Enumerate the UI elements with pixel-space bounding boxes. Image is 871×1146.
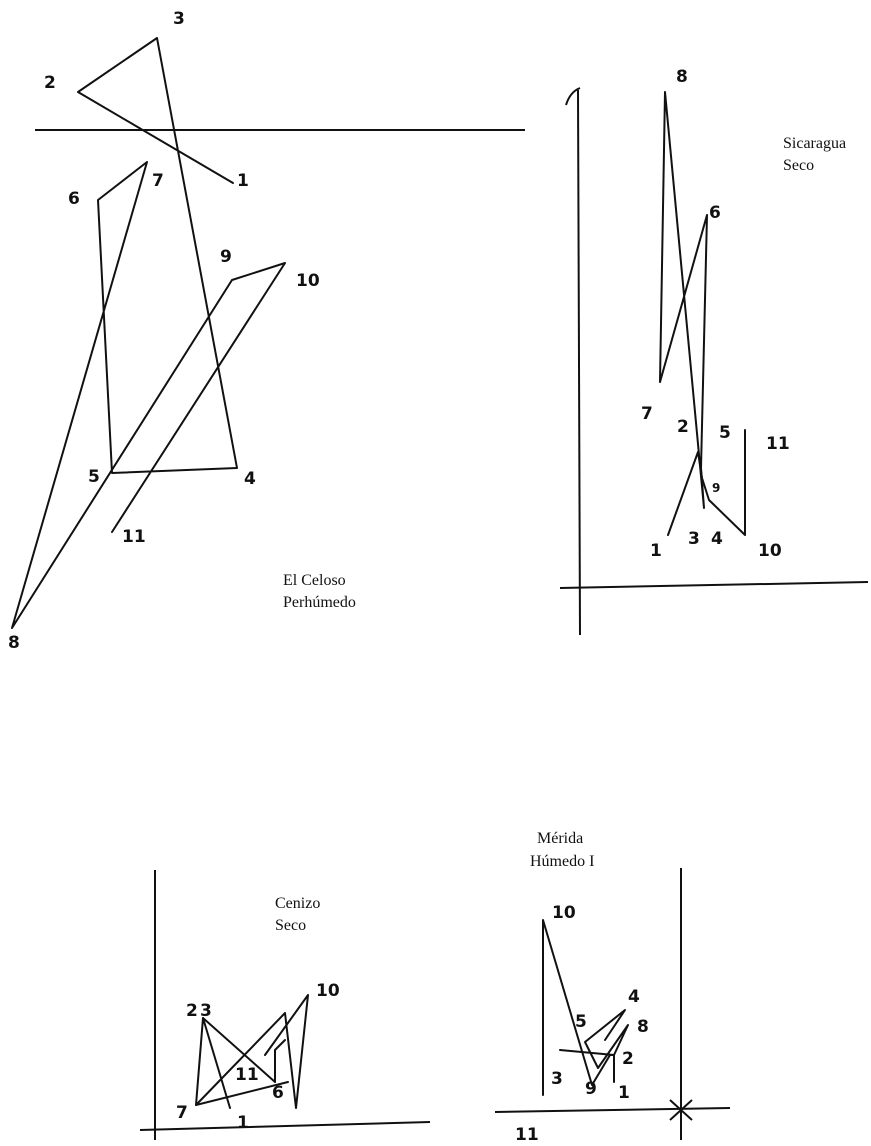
celoso-site-name: El Celoso xyxy=(283,572,346,589)
celoso-point-10: 10 xyxy=(296,271,320,291)
panel-el-celoso: 1 2 3 4 5 6 7 8 9 10 11 El Celoso Perhúm… xyxy=(8,9,525,653)
celoso-point-6: 6 xyxy=(68,189,80,209)
sicaragua-horizontal-axis xyxy=(559,581,869,589)
merida-point-11: 11 xyxy=(515,1125,539,1145)
merida-point-10: 10 xyxy=(552,903,576,923)
cenizo-point-3: 3 xyxy=(200,1001,212,1021)
celoso-point-4: 4 xyxy=(244,469,256,489)
cenizo-segment xyxy=(202,1017,276,1083)
cenizo-point-10: 10 xyxy=(316,981,340,1001)
sicaragua-climate: Seco xyxy=(783,157,814,174)
panel-sicaragua: 1 2 3 4 5 6 7 8 9 10 11 Sicaragua Seco xyxy=(559,67,869,636)
cenizo-segment-3 xyxy=(195,1081,289,1106)
celoso-climate: Perhúmedo xyxy=(283,594,356,611)
sicaragua-point-8: 8 xyxy=(676,67,688,87)
sicaragua-site-name: Sicaragua xyxy=(783,135,846,152)
cenizo-segment-2 xyxy=(274,1039,286,1083)
cenizo-site-name: Cenizo xyxy=(275,895,320,912)
celoso-trajectory xyxy=(11,37,286,629)
merida-point-4: 4 xyxy=(628,987,640,1007)
sicaragua-point-3: 3 xyxy=(688,529,700,549)
celoso-point-7: 7 xyxy=(152,171,164,191)
sicaragua-axis-tick xyxy=(565,87,581,106)
celoso-point-1: 1 xyxy=(237,171,249,191)
sicaragua-vertical-axis xyxy=(577,89,581,636)
celoso-point-11: 11 xyxy=(122,527,146,547)
panel-cenizo: 2 3 1 6 7 10 11 Cenizo Seco xyxy=(139,870,431,1140)
sicaragua-trajectory xyxy=(659,91,708,509)
cenizo-climate: Seco xyxy=(275,917,306,934)
sicaragua-point-6: 6 xyxy=(709,203,721,223)
cenizo-point-7: 7 xyxy=(176,1103,188,1123)
cenizo-point-1: 1 xyxy=(237,1113,249,1133)
merida-axis-cross-mark xyxy=(669,1099,693,1121)
sicaragua-point-1: 1 xyxy=(650,541,662,561)
sicaragua-point-9: 9 xyxy=(712,481,720,495)
celoso-point-2: 2 xyxy=(44,73,56,93)
merida-site-name: Mérida xyxy=(537,830,583,847)
sicaragua-point-11: 11 xyxy=(766,434,790,454)
panel-merida: 10 4 5 8 2 3 9 1 11 Mérida Húmedo I xyxy=(494,830,731,1145)
cenizo-point-6: 6 xyxy=(272,1083,284,1103)
sicaragua-point-4: 4 xyxy=(711,529,723,549)
cenizo-point-11: 11 xyxy=(235,1065,259,1085)
sicaragua-point-5: 5 xyxy=(719,423,731,443)
sicaragua-point-10: 10 xyxy=(758,541,782,561)
merida-point-1: 1 xyxy=(618,1083,630,1103)
celoso-point-3: 3 xyxy=(173,9,185,29)
merida-point-9: 9 xyxy=(585,1079,597,1099)
merida-climate: Húmedo I xyxy=(530,853,594,870)
merida-point-8: 8 xyxy=(637,1017,649,1037)
celoso-point-5: 5 xyxy=(88,467,100,487)
sicaragua-point-2: 2 xyxy=(677,417,689,437)
celoso-point-9: 9 xyxy=(220,247,232,267)
cenizo-horizontal-axis xyxy=(139,1121,431,1131)
merida-upper-loop xyxy=(559,1009,629,1069)
cenizo-point-2: 2 xyxy=(186,1001,198,1021)
sicaragua-point-7: 7 xyxy=(641,404,653,424)
merida-horizontal-axis xyxy=(494,1107,731,1113)
merida-point-3: 3 xyxy=(551,1069,563,1089)
merida-trajectory xyxy=(542,919,615,1096)
celoso-point-8: 8 xyxy=(8,633,20,653)
sicaragua-lower-trajectory xyxy=(667,429,746,536)
merida-point-5: 5 xyxy=(575,1012,587,1032)
merida-point-2: 2 xyxy=(622,1049,634,1069)
